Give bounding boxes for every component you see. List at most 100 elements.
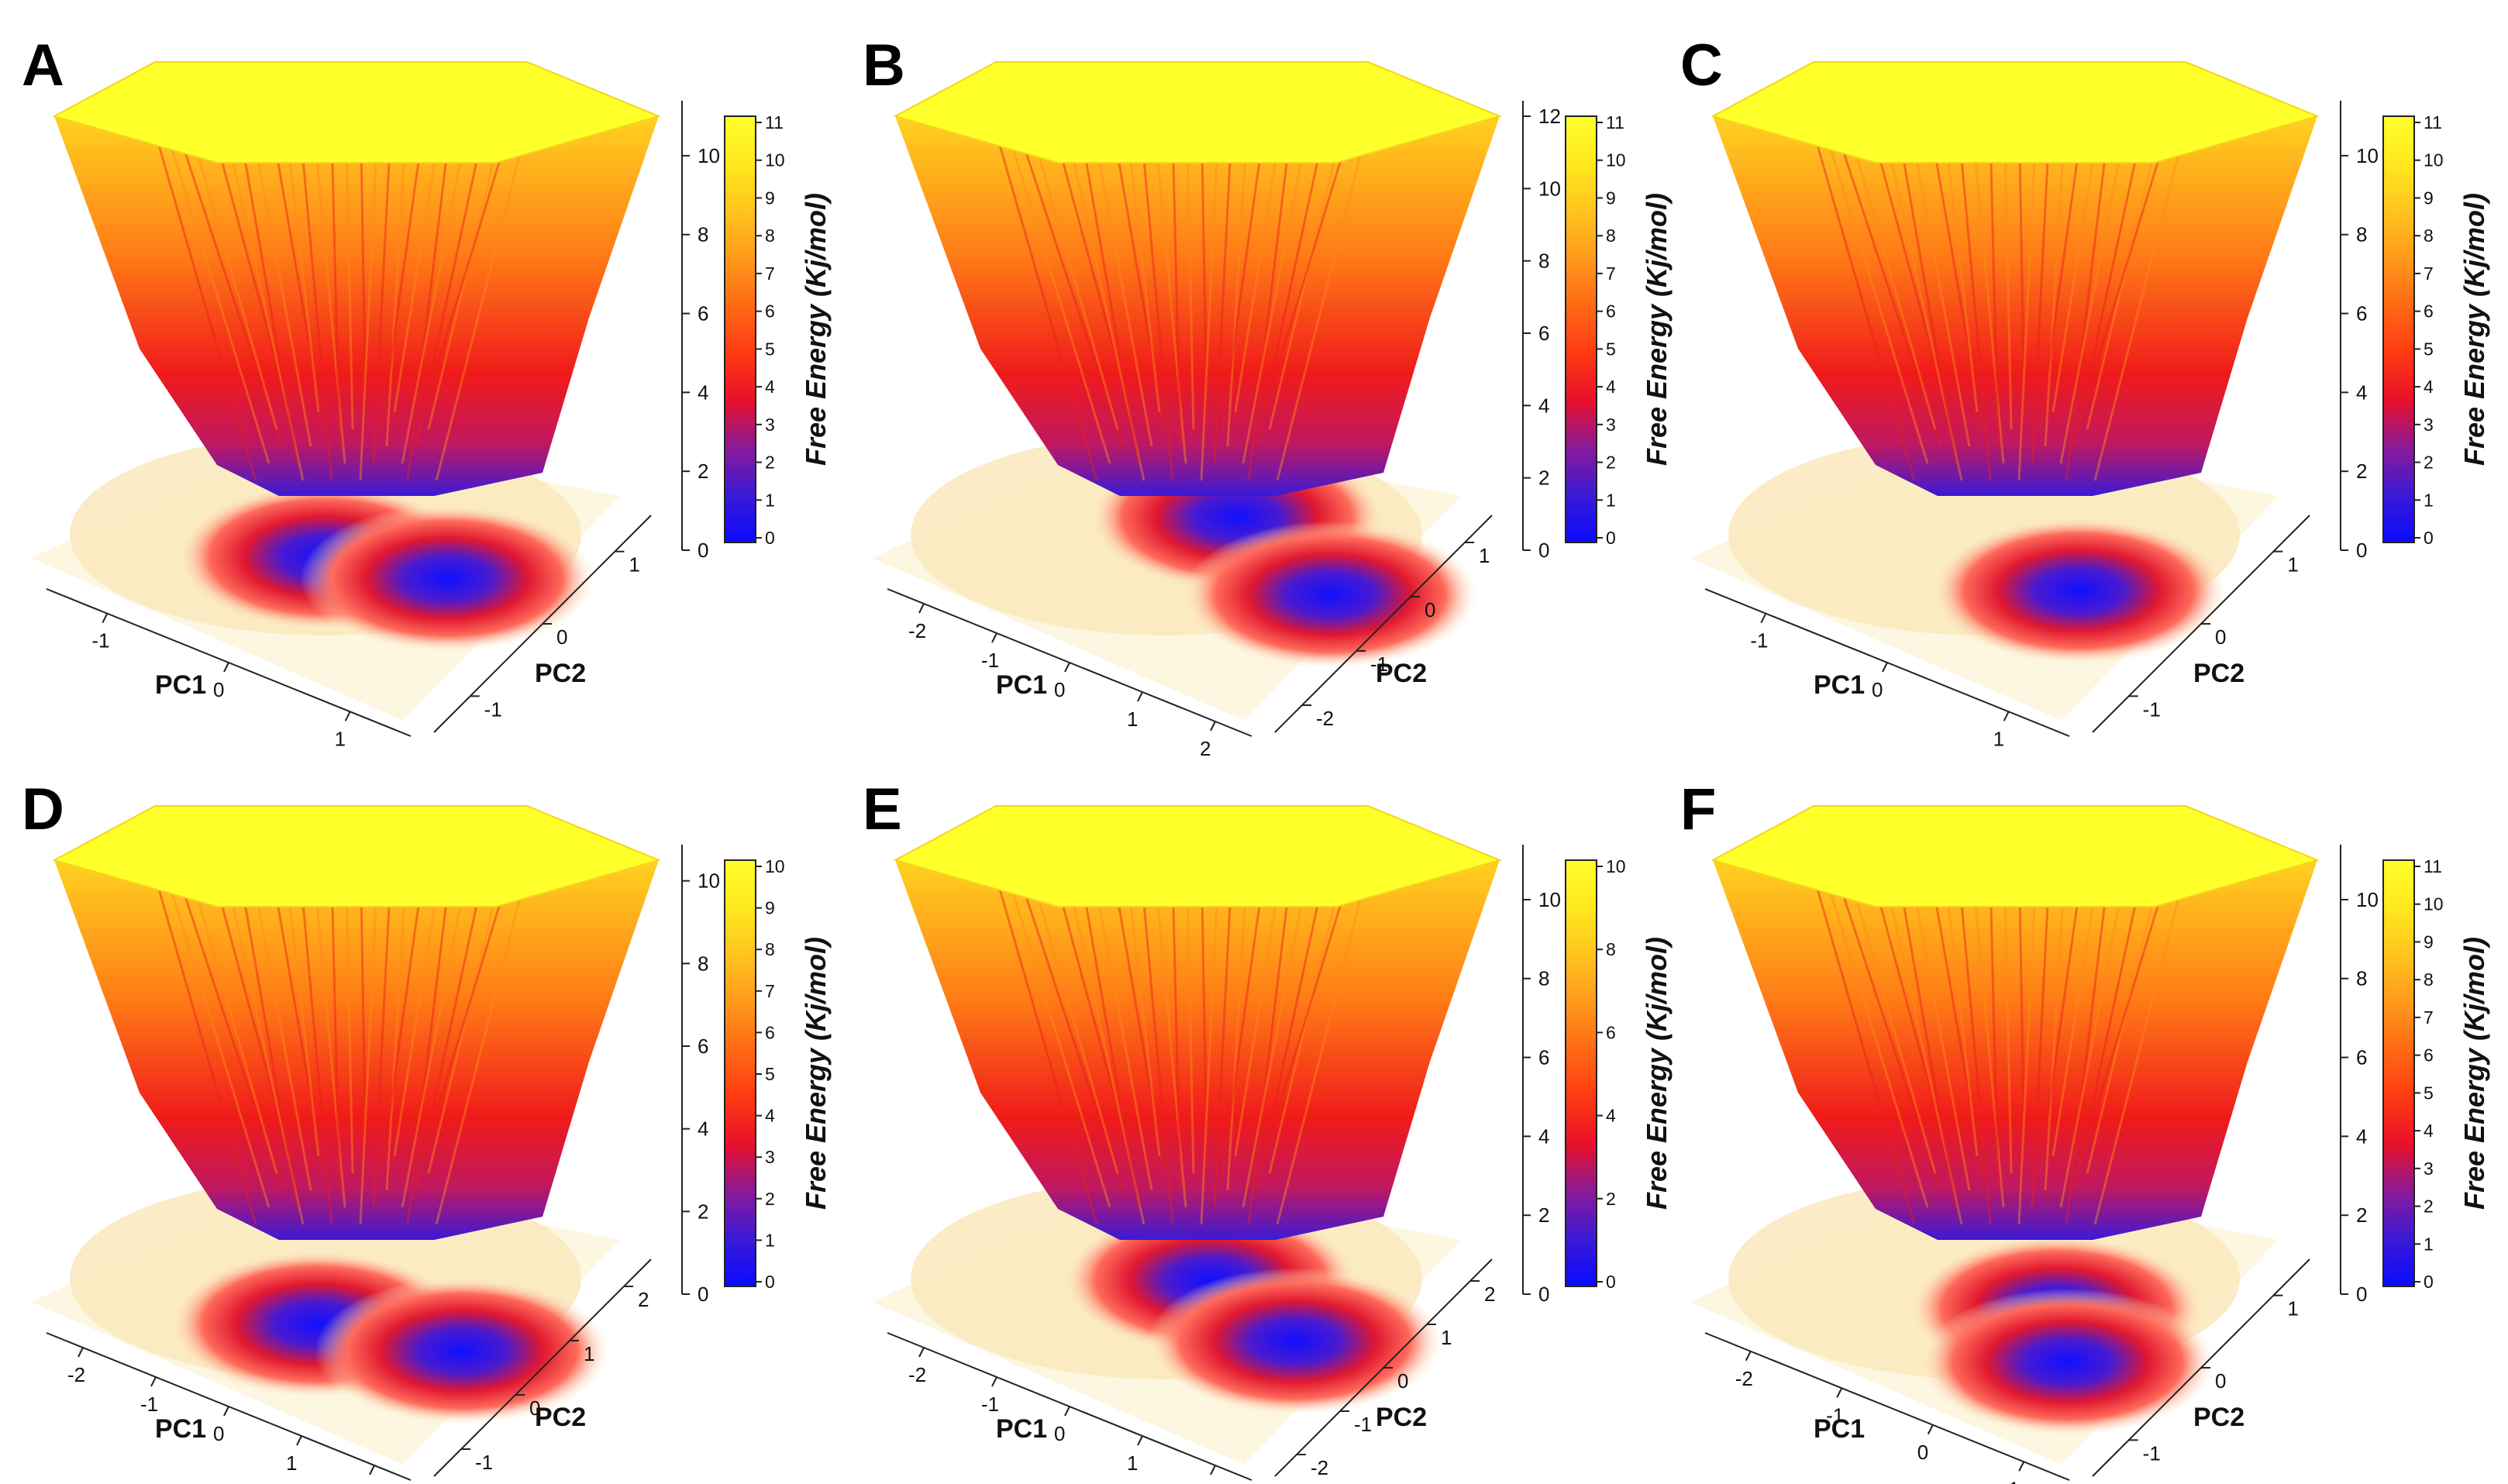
pc1-tick-mark — [991, 1376, 997, 1387]
pc2-tick-label: -1 — [2143, 1441, 2161, 1465]
colorbar-tick-label: 9 — [2424, 931, 2434, 952]
surface-ridge — [422, 131, 510, 413]
pc1-tick-mark — [102, 613, 109, 624]
surface-ridge — [1255, 893, 1321, 1191]
colorbar — [2382, 115, 2415, 543]
panel-letter: D — [22, 776, 64, 842]
pc1-axis-title: PC1 — [996, 670, 1047, 700]
panel-letter: C — [1680, 33, 1723, 98]
surface-ridge — [1263, 875, 1351, 1157]
colorbar-tick-label: 9 — [1606, 188, 1616, 208]
surface-ridge — [1234, 159, 1277, 413]
surface-ridge — [2093, 140, 2183, 481]
pc1-tick-label: 0 — [1917, 1441, 1928, 1464]
pc1-axis-title: PC1 — [155, 1414, 206, 1444]
surface-ridge — [1156, 903, 1187, 1208]
surface-ridge — [2072, 150, 2139, 447]
surface-ridge — [301, 893, 333, 1225]
colorbar-tick-label: 2 — [765, 453, 775, 473]
pc1-tick-label: 2 — [1200, 1481, 1211, 1484]
pc1-tick-label: -1 — [1826, 1403, 1844, 1427]
colorbar-tick-label: 7 — [2424, 263, 2434, 284]
surface-ridge — [2003, 140, 2013, 430]
colorbar — [1565, 859, 1597, 1287]
pc1-tick-label: 0 — [1872, 678, 1883, 701]
energy-surface — [1713, 62, 2317, 496]
surface-ridge — [286, 140, 320, 413]
surface-ridge — [1009, 140, 1111, 464]
pc1-tick-mark — [1064, 662, 1070, 673]
pc2-tick-label: 0 — [556, 625, 567, 649]
pc1-tick-mark — [223, 1406, 229, 1417]
surface-ridge — [994, 131, 1098, 481]
surface-ridge — [1900, 893, 1958, 1208]
pc2-tick-label: 0 — [2215, 1369, 2226, 1393]
surface-ridge — [2093, 884, 2183, 1225]
colorbar-tick-label: 1 — [765, 1230, 775, 1250]
surface-ridge — [1989, 131, 2000, 447]
colorbar-tick-label: 6 — [1606, 301, 1616, 322]
energy-surface — [895, 806, 1500, 1240]
basin-projection — [300, 504, 595, 652]
surface-ridge — [1900, 150, 1958, 464]
pc1-tick-label: -2 — [908, 619, 926, 642]
surface-ridge — [330, 875, 341, 1191]
surface-ridge — [1221, 893, 1263, 1174]
surface-ridge — [1930, 131, 1984, 430]
pc1-axis-title: PC1 — [996, 1414, 1047, 1444]
z-tick-label: 0 — [1538, 539, 1549, 562]
colorbar-tick-label: 5 — [765, 1064, 775, 1084]
colorbar-tick-label: 5 — [1606, 339, 1616, 359]
pc1-tick-mark — [78, 1347, 84, 1358]
pc1-tick-mark — [1137, 691, 1143, 702]
pc1-tick-label: 1 — [2008, 1477, 2019, 1484]
surface-ridge — [372, 131, 392, 464]
colorbar-tick-label: 11 — [765, 112, 784, 133]
basin-projection — [1920, 1288, 2215, 1436]
pc2-axis-title: PC2 — [2193, 1403, 2244, 1432]
basin-projection — [315, 1277, 610, 1425]
surface-ridge — [414, 893, 481, 1191]
pc1-tick-mark — [1760, 613, 1767, 624]
colorbar-tick-label: 8 — [765, 226, 775, 246]
surface-ridge — [168, 140, 270, 464]
z-tick-label: 4 — [1538, 394, 1549, 417]
surface-ridge — [372, 875, 392, 1208]
colorbar-tick-label: 4 — [1606, 377, 1616, 397]
panel-e: E 0 2 4 6 8 10 -2 -1 0 1 2 PC1 -2 -1 0 1 2 PC2 0 2 4 6 8 10 Free … — [863, 776, 1673, 1484]
surface-ridge — [2031, 875, 2051, 1208]
pc1-tick-label: -2 — [1735, 1367, 1753, 1390]
surface-ridge — [359, 903, 377, 1225]
surface-ridge — [2017, 159, 2036, 481]
colorbar-tick-label: 3 — [765, 415, 775, 435]
z-tick-label: 0 — [698, 539, 708, 562]
surface-ridge — [1200, 903, 1218, 1225]
z-tick-label: 0 — [1538, 1283, 1549, 1306]
surface-ridge — [1200, 159, 1218, 481]
pc1-tick-label: 1 — [1127, 708, 1138, 731]
surface-ridge — [2044, 884, 2065, 1191]
surface-ridge — [1974, 903, 2005, 1208]
surface-ridge — [1886, 140, 1963, 481]
pc1-tick-mark — [1882, 662, 1888, 673]
z-tick-label: 6 — [1538, 1046, 1549, 1069]
colorbar-tick-label: 1 — [2424, 1234, 2434, 1254]
surface-ridge — [1974, 159, 2005, 464]
colorbar-title: Free Energy (Kj/mol) — [2458, 193, 2490, 466]
surface-ridge — [2065, 131, 2110, 481]
surface-ridge — [1263, 131, 1351, 413]
surface-ridge — [257, 159, 312, 447]
surface-ridge — [1112, 131, 1166, 430]
z-tick-label: 8 — [698, 952, 708, 975]
pc2-tick-label: -2 — [1311, 1456, 1328, 1479]
pc1-tick-mark — [1137, 1435, 1143, 1446]
pc1-tick-label: -1 — [981, 1393, 999, 1416]
colorbar — [724, 115, 756, 543]
surface-ridge — [227, 140, 305, 481]
pc1-tick-label: 0 — [1054, 1422, 1065, 1445]
pc2-tick-label: -1 — [1354, 1413, 1372, 1436]
surface-ridge — [242, 893, 299, 1208]
colorbar-tick-label: 10 — [2424, 150, 2444, 170]
z-tick-label: 4 — [698, 1117, 708, 1141]
colorbar-tick-label: 11 — [1606, 112, 1624, 133]
